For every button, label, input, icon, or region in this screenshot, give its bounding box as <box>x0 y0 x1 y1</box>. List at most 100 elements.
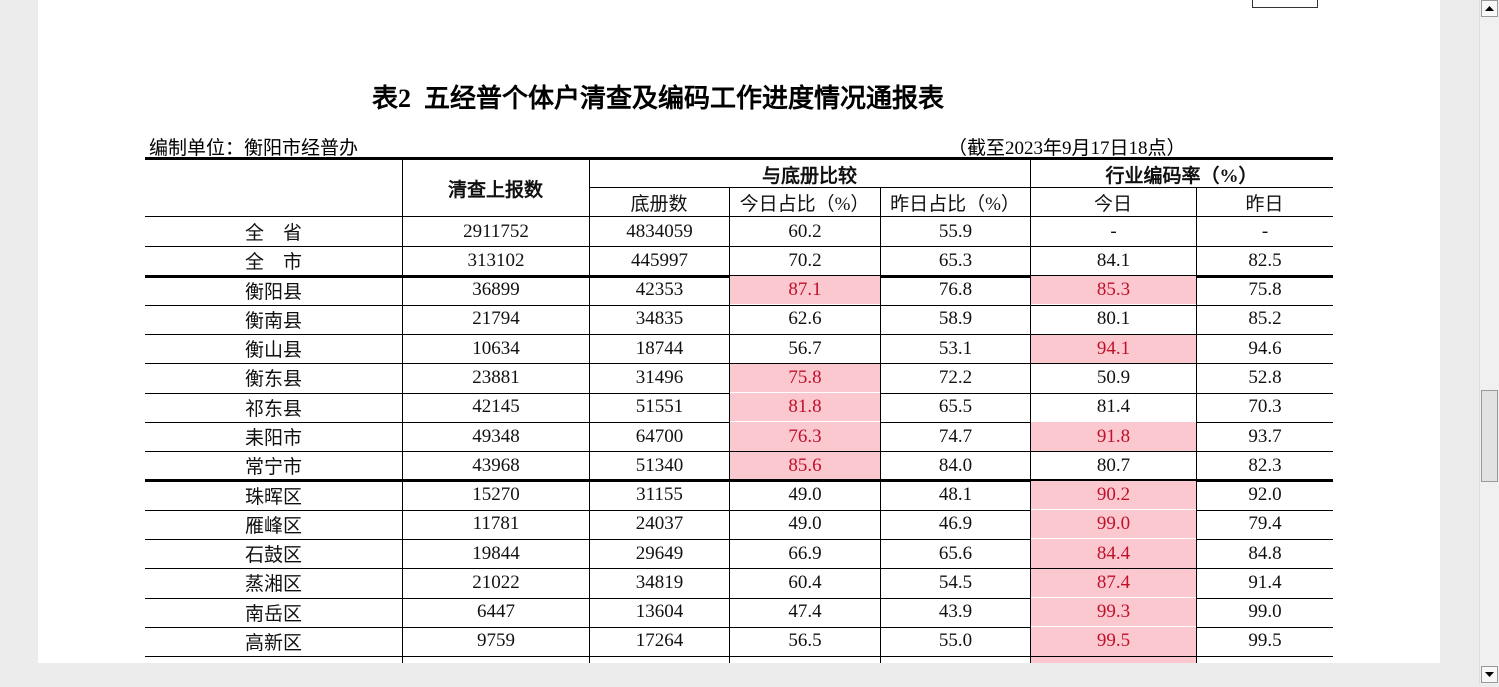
cell: 80.7 <box>1096 454 1131 476</box>
sheet: 表2 五经普个体户清查及编码工作进度情况通报表 编制单位：衡阳市经普办 （截至2… <box>38 0 1440 663</box>
cell: 92.0 <box>1248 484 1282 506</box>
cell: 84.1 <box>1096 249 1131 271</box>
cell: 66.9 <box>788 542 822 564</box>
cell: 60.2 <box>788 220 822 242</box>
cell: 75.8 <box>1248 279 1282 301</box>
cell: 84.8 <box>1248 542 1282 564</box>
cell: 82.5 <box>1248 249 1282 271</box>
cell: 11781 <box>472 513 520 535</box>
rule <box>729 188 730 663</box>
cell: 53.1 <box>938 337 973 359</box>
rule <box>145 538 1333 540</box>
cell: 34835 <box>635 308 684 330</box>
cell: 94.6 <box>1248 337 1282 359</box>
scroll-down[interactable] <box>1481 666 1498 683</box>
cell: 70.3 <box>1248 396 1282 418</box>
cell: 51551 <box>635 396 684 418</box>
cell: 55.9 <box>938 220 973 242</box>
cell: 99.0 <box>1248 601 1282 623</box>
cell: 85.6 <box>730 451 880 480</box>
scrollbar[interactable] <box>1479 0 1499 684</box>
scroll-thumb[interactable] <box>1481 390 1498 482</box>
cell: 85.3 <box>1031 276 1196 305</box>
cell: 36899 <box>472 279 520 301</box>
rule <box>1196 188 1197 663</box>
table: 清查上报数 与底册比较 底册数 今日占比（%） 昨日占比（%） 行业编码率（%）… <box>38 0 1440 663</box>
cell: 31155 <box>636 484 683 506</box>
cell: 85.2 <box>1248 308 1282 330</box>
rule <box>145 656 1333 658</box>
cell: 43.9 <box>938 601 973 623</box>
cell: 29649 <box>635 542 684 564</box>
cell: 50.9 <box>1096 366 1131 388</box>
row-label: 全 省 <box>244 223 302 245</box>
rule <box>1030 158 1031 663</box>
cell: - <box>1261 220 1269 242</box>
row-label: 高新区 <box>244 632 302 654</box>
cell: 17264 <box>635 630 684 652</box>
scroll-up[interactable] <box>1481 0 1498 17</box>
header-cell: 昨日 <box>1245 194 1284 215</box>
cell: 65.6 <box>938 542 973 564</box>
cell: 49.0 <box>788 484 822 506</box>
cell: 76.8 <box>938 279 973 301</box>
header-cell: 底册数 <box>630 194 688 215</box>
cell: 75.8 <box>730 363 880 393</box>
rule <box>145 479 1333 483</box>
cell: 65.5 <box>938 396 973 418</box>
cell: 87.4 <box>1031 568 1196 597</box>
cell: 81.8 <box>730 393 880 422</box>
cell: 65.3 <box>938 249 973 271</box>
header-cell: 昨日占比（%） <box>890 194 1020 215</box>
cell: 60.4 <box>788 571 822 593</box>
row-label: 石鼓区 <box>244 545 302 567</box>
cell: 42145 <box>472 396 520 418</box>
rule <box>402 158 403 663</box>
cell: - <box>1110 220 1117 242</box>
cell: 58.9 <box>938 308 973 330</box>
cell: 49348 <box>472 425 520 447</box>
cell: 31496 <box>635 366 684 388</box>
row-label: 蒸湘区 <box>244 574 302 596</box>
cell: 51340 <box>635 454 684 476</box>
cell: 10634 <box>472 337 520 359</box>
cell: 18744 <box>635 337 684 359</box>
cell: 21794 <box>472 308 520 330</box>
row-label: 常宁市 <box>244 457 302 479</box>
header-cell: 与底册比较 <box>761 165 857 187</box>
cell: 93.7 <box>1248 425 1282 447</box>
rule <box>145 597 1333 599</box>
cell: 43968 <box>472 454 520 476</box>
cell: 99.0 <box>1031 510 1196 539</box>
button[interactable] <box>1252 0 1318 8</box>
cell: 13604 <box>635 601 684 623</box>
cell: 82.3 <box>1248 454 1282 476</box>
rule <box>589 158 590 663</box>
cell: 87.1 <box>730 276 880 305</box>
cell: 94.1 <box>1031 334 1196 363</box>
cell: 84.0 <box>938 454 973 476</box>
rule <box>145 334 1333 336</box>
cell: 42353 <box>635 279 684 301</box>
date: （截至2023年9月17日18点） <box>948 138 1186 159</box>
cell: 91.4 <box>1248 571 1282 593</box>
row-label: 南岳区 <box>244 603 302 625</box>
row-label: 祁东县 <box>244 398 302 420</box>
rule <box>145 246 1333 248</box>
rule <box>145 304 1333 306</box>
cell: 76.3 <box>730 422 880 451</box>
cell: 64700 <box>635 425 684 447</box>
row-label: 耒阳市 <box>244 428 302 449</box>
cell: 2911752 <box>463 220 529 242</box>
cell: 79.4 <box>1248 513 1282 535</box>
cell: 34819 <box>635 571 684 593</box>
row-label: 珠晖区 <box>244 486 302 508</box>
cell: 15270 <box>472 484 520 506</box>
cell: 72.2 <box>938 366 973 388</box>
cell: 99.5 <box>1031 627 1196 656</box>
cell: 23881 <box>472 366 520 388</box>
cell: 74.7 <box>938 425 973 447</box>
rule <box>589 187 1333 188</box>
rule <box>145 568 1333 570</box>
